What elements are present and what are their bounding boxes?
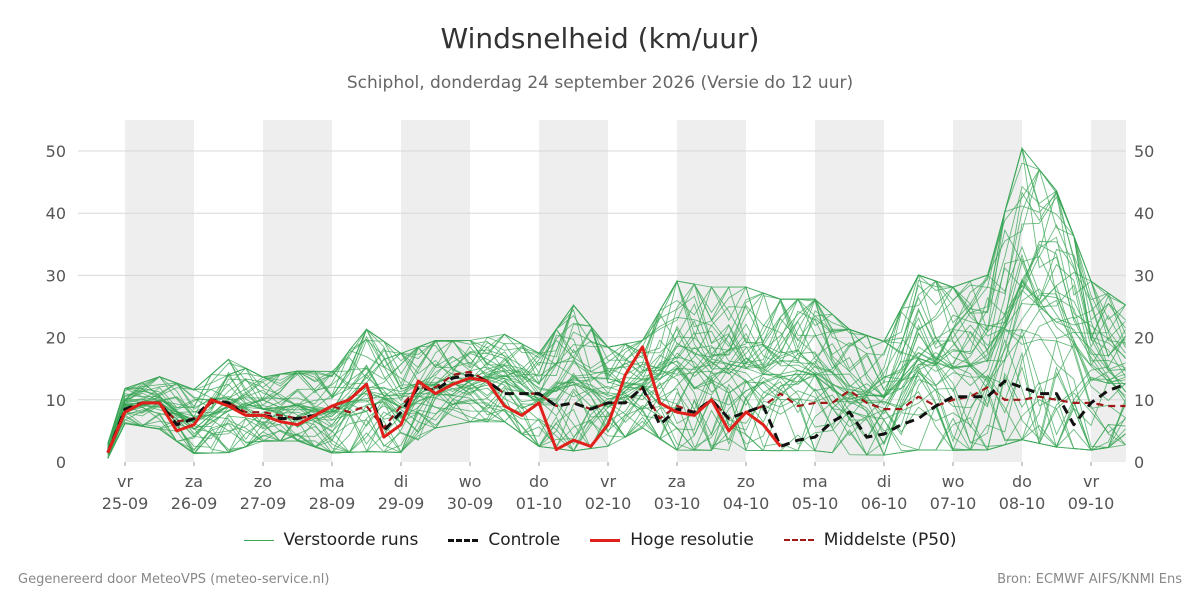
legend-label-control: Controle [488,530,561,550]
y-tick-label-right: 50 [1134,142,1154,161]
x-tick-weekday: do [1012,472,1032,491]
x-tick-weekday: di [877,472,892,491]
x-tick-weekday: vr [600,472,616,491]
y-tick-label-right: 0 [1134,453,1144,472]
y-tick-label-left: 50 [46,142,66,161]
y-tick-label-left: 30 [46,266,66,285]
y-tick-label-right: 10 [1134,391,1154,410]
legend-swatch-control [448,538,479,542]
weekday-band [125,120,194,462]
x-tick-weekday: ma [802,472,827,491]
ensemble-run [107,147,1126,449]
x-tick-weekday: di [394,472,409,491]
x-tick-weekday: za [668,472,686,491]
footer-source: Bron: ECMWF AIFS/KNMI Ens [997,572,1182,587]
x-tick-weekday: zo [254,472,272,491]
legend-label-median: Middelste (P50) [823,530,957,550]
x-tick-date: 08-10 [999,494,1046,513]
y-tick-label-right: 20 [1134,329,1154,348]
ensemble-run [107,253,1126,452]
y-tick-label-left: 40 [46,204,66,223]
x-tick-date: 03-10 [654,494,701,513]
ensemble-run [107,254,1126,444]
ensemble-run [107,162,1126,453]
ensemble-run [107,289,1126,452]
x-tick-date: 06-10 [861,494,908,513]
y-tick-label-left: 0 [56,453,66,472]
ensemble-run [107,328,1126,452]
legend-label-high-res: Hoge resolutie [630,530,754,550]
chart-legend: Verstoorde runs Controle Hoge resolutie … [0,530,1200,550]
x-tick-weekday: vr [117,472,133,491]
legend-label-ensemble: Verstoorde runs [283,530,419,550]
footer-generator: Gegenereerd door MeteoVPS (meteo-service… [18,572,330,587]
ensemble-run [107,195,1126,459]
chart-subtitle: Schiphol, donderdag 24 september 2026 (V… [346,73,854,93]
legend-item-median: Middelste (P50) [783,530,957,550]
ensemble-run [107,146,1126,459]
legend-item-control: Controle [448,530,560,550]
x-tick-weekday: ma [319,472,344,491]
x-tick-date: 01-10 [516,494,563,513]
legend-swatch-median [783,539,814,541]
x-tick-date: 25-09 [102,494,149,513]
x-tick-date: 28-09 [309,494,356,513]
chart-title: Windsnelheid (km/uur) [440,22,760,55]
x-tick-date: 07-10 [930,494,977,513]
x-tick-date: 30-09 [447,494,494,513]
x-tick-date: 26-09 [171,494,218,513]
legend-item-ensemble: Verstoorde runs [243,530,419,550]
x-tick-weekday: zo [737,472,755,491]
x-tick-date: 09-10 [1068,494,1115,513]
ensemble-run [107,273,1126,451]
legend-swatch-ensemble [243,539,274,541]
x-tick-date: 02-10 [585,494,632,513]
ensemble-run [107,288,1126,459]
x-tick-weekday: wo [459,472,482,491]
axis-labels: 0 0 10 10 20 20 30 30 40 40 50 50 vr 25-09 za 26-09 zo 27… [46,142,1155,513]
ensemble-run [107,190,1126,453]
ensemble-run [107,300,1126,451]
y-tick-label-left: 10 [46,391,66,410]
series-line-high-res [106,345,782,454]
x-tick-weekday: vr [1083,472,1099,491]
x-tick-weekday: do [529,472,549,491]
x-tick-date: 27-09 [240,494,287,513]
ensemble-run [107,248,1126,457]
ensemble-run [107,258,1126,448]
x-tick-date: 29-09 [378,494,425,513]
y-tick-label-left: 20 [46,329,66,348]
series-line-median [106,370,1126,454]
y-tick-label-right: 40 [1134,204,1154,223]
x-tick-date: 05-10 [792,494,839,513]
legend-swatch-high-res [590,538,621,542]
x-tick-date: 04-10 [723,494,770,513]
x-tick-weekday: za [185,472,203,491]
main-series [106,345,1127,454]
ensemble-run [107,351,1126,456]
x-tick-weekday: wo [942,472,965,491]
legend-item-high-res: Hoge resolutie [590,530,754,550]
y-tick-label-right: 30 [1134,266,1154,285]
ensemble-runs [107,146,1126,459]
